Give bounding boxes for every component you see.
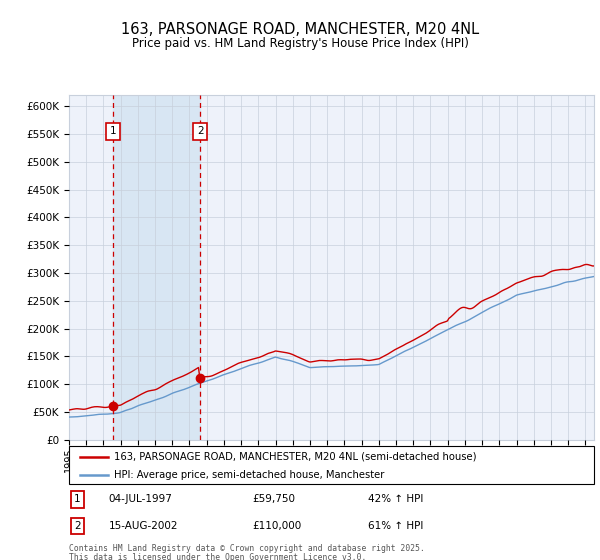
Text: 42% ↑ HPI: 42% ↑ HPI: [368, 494, 424, 505]
Text: 2: 2: [197, 127, 203, 136]
Text: Price paid vs. HM Land Registry's House Price Index (HPI): Price paid vs. HM Land Registry's House …: [131, 37, 469, 50]
Bar: [113, 95, 200, 440]
Text: This data is licensed under the Open Government Licence v3.0.: This data is licensed under the Open Gov…: [69, 553, 367, 560]
Text: 1: 1: [109, 127, 116, 136]
Text: 04-JUL-1997: 04-JUL-1997: [109, 494, 172, 505]
Text: 163, PARSONAGE ROAD, MANCHESTER, M20 4NL: 163, PARSONAGE ROAD, MANCHESTER, M20 4NL: [121, 22, 479, 36]
Text: £59,750: £59,750: [253, 494, 296, 505]
Text: 2: 2: [74, 521, 81, 531]
Text: Contains HM Land Registry data © Crown copyright and database right 2025.: Contains HM Land Registry data © Crown c…: [69, 544, 425, 553]
Text: 1: 1: [74, 494, 81, 505]
Text: 163, PARSONAGE ROAD, MANCHESTER, M20 4NL (semi-detached house): 163, PARSONAGE ROAD, MANCHESTER, M20 4NL…: [113, 452, 476, 462]
FancyBboxPatch shape: [69, 446, 594, 484]
Text: HPI: Average price, semi-detached house, Manchester: HPI: Average price, semi-detached house,…: [113, 470, 384, 480]
Text: £110,000: £110,000: [253, 521, 302, 531]
Text: 15-AUG-2002: 15-AUG-2002: [109, 521, 178, 531]
Text: 61% ↑ HPI: 61% ↑ HPI: [368, 521, 424, 531]
